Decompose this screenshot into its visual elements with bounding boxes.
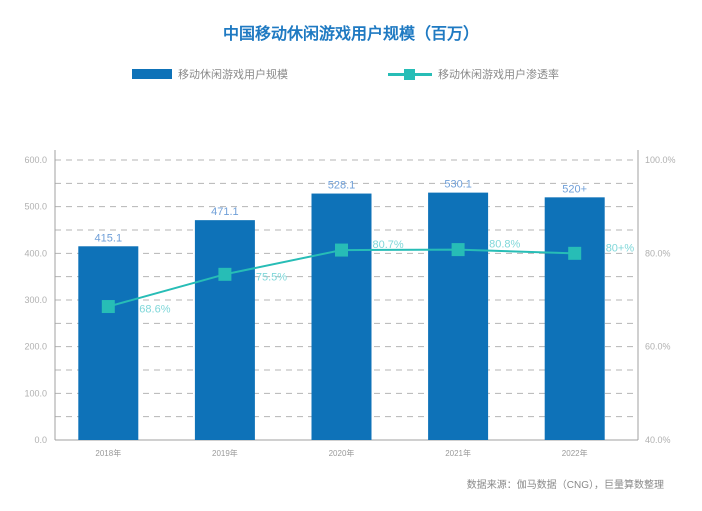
left-axis-tick: 100.0 [24,388,47,398]
bar-value-label: 415.1 [95,232,123,244]
bar [311,193,372,440]
legend-bar-label: 移动休闲游戏用户规模 [178,69,288,81]
source-note: 数据来源：伽马数据（CNG），巨量算数整理 [466,480,664,491]
x-axis-tick: 2021年 [445,448,471,458]
line-value-label: 80+% [606,242,635,254]
left-axis-tick: 0.0 [34,435,47,445]
left-axis-tick: 300.0 [24,295,47,305]
line-marker [568,246,582,260]
right-axis-tick: 100.0% [645,155,676,165]
line-marker [451,243,465,257]
x-axis-tick: 2019年 [212,448,238,458]
line-marker [335,243,348,257]
legend-line-label: 移动休闲游戏用户渗透率 [438,69,559,81]
bar [544,197,605,440]
bar-value-label: 471.1 [211,206,239,218]
line-value-label: 68.6% [139,304,170,316]
left-axis-tick: 400.0 [24,248,47,258]
x-axis-tick: 2018年 [95,448,121,458]
legend-item-line: 移动休闲游戏用户渗透率 [388,66,559,82]
chart-title: 中国移动休闲游戏用户规模（百万） [222,26,479,43]
bar-value-label: 520+ [562,183,587,195]
bar-value-label: 528.1 [328,180,356,192]
bar [428,192,489,440]
right-axis-tick: 40.0% [645,435,671,445]
legend-line-swatch-icon [388,69,432,80]
line-value-label: 80.7% [373,239,404,251]
legend-bar-swatch-icon [132,69,172,79]
legend-item-bar: 移动休闲游戏用户规模 [132,66,288,82]
line-value-label: 80.8% [489,239,520,251]
x-axis-tick: 2022年 [562,448,588,458]
x-axis-tick: 2020年 [329,448,355,458]
bar-value-label: 530.1 [444,179,472,191]
line-marker [101,300,115,314]
line-marker [218,267,232,281]
left-axis-tick: 500.0 [24,202,47,212]
left-axis-tick: 200.0 [24,342,47,352]
right-axis-tick: 60.0% [645,342,671,352]
line-value-label: 75.5% [256,271,287,283]
bar [194,220,255,440]
right-axis-tick: 80.0% [645,248,671,258]
bar [78,246,139,440]
left-axis-tick: 600.0 [24,155,47,165]
